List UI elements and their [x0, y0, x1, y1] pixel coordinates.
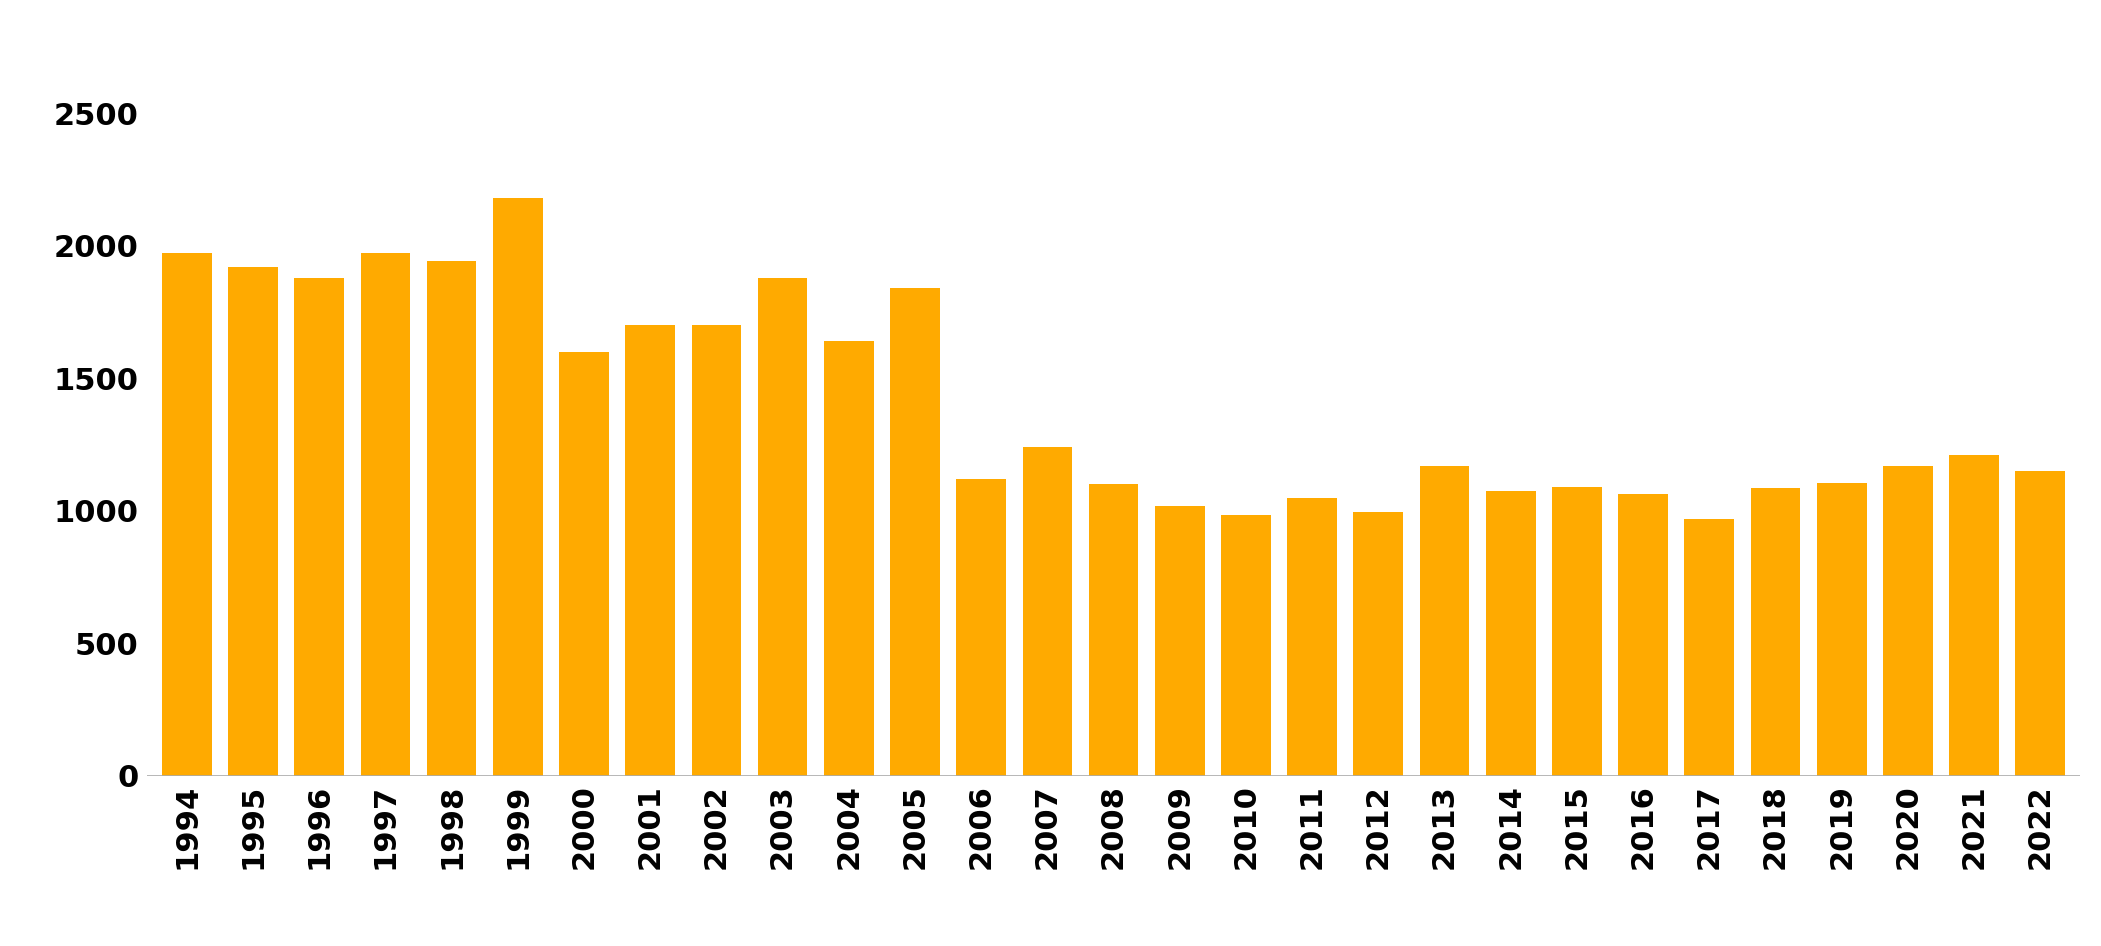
Bar [1485, 491, 1536, 776]
Bar [691, 325, 742, 776]
Bar [361, 253, 410, 776]
Bar [1817, 483, 1866, 776]
Bar [1420, 465, 1469, 776]
Bar [1553, 487, 1601, 776]
Bar [1685, 518, 1733, 776]
Bar [1882, 465, 1933, 776]
Bar [1618, 494, 1668, 776]
Bar [1750, 488, 1801, 776]
Bar [824, 342, 874, 776]
Bar [626, 325, 674, 776]
Bar [1088, 484, 1139, 776]
Bar [494, 199, 542, 776]
Bar [427, 260, 477, 776]
Bar [758, 278, 807, 776]
Bar [2015, 471, 2065, 776]
Bar [1156, 505, 1204, 776]
Bar [1288, 498, 1336, 776]
Bar [559, 352, 609, 776]
Bar [956, 479, 1006, 776]
Bar [1950, 455, 1998, 776]
Bar [891, 289, 939, 776]
Bar [229, 267, 277, 776]
Bar [162, 253, 212, 776]
Bar [1221, 515, 1271, 776]
Bar [1023, 447, 1072, 776]
Bar [294, 278, 345, 776]
Bar [1353, 512, 1403, 776]
